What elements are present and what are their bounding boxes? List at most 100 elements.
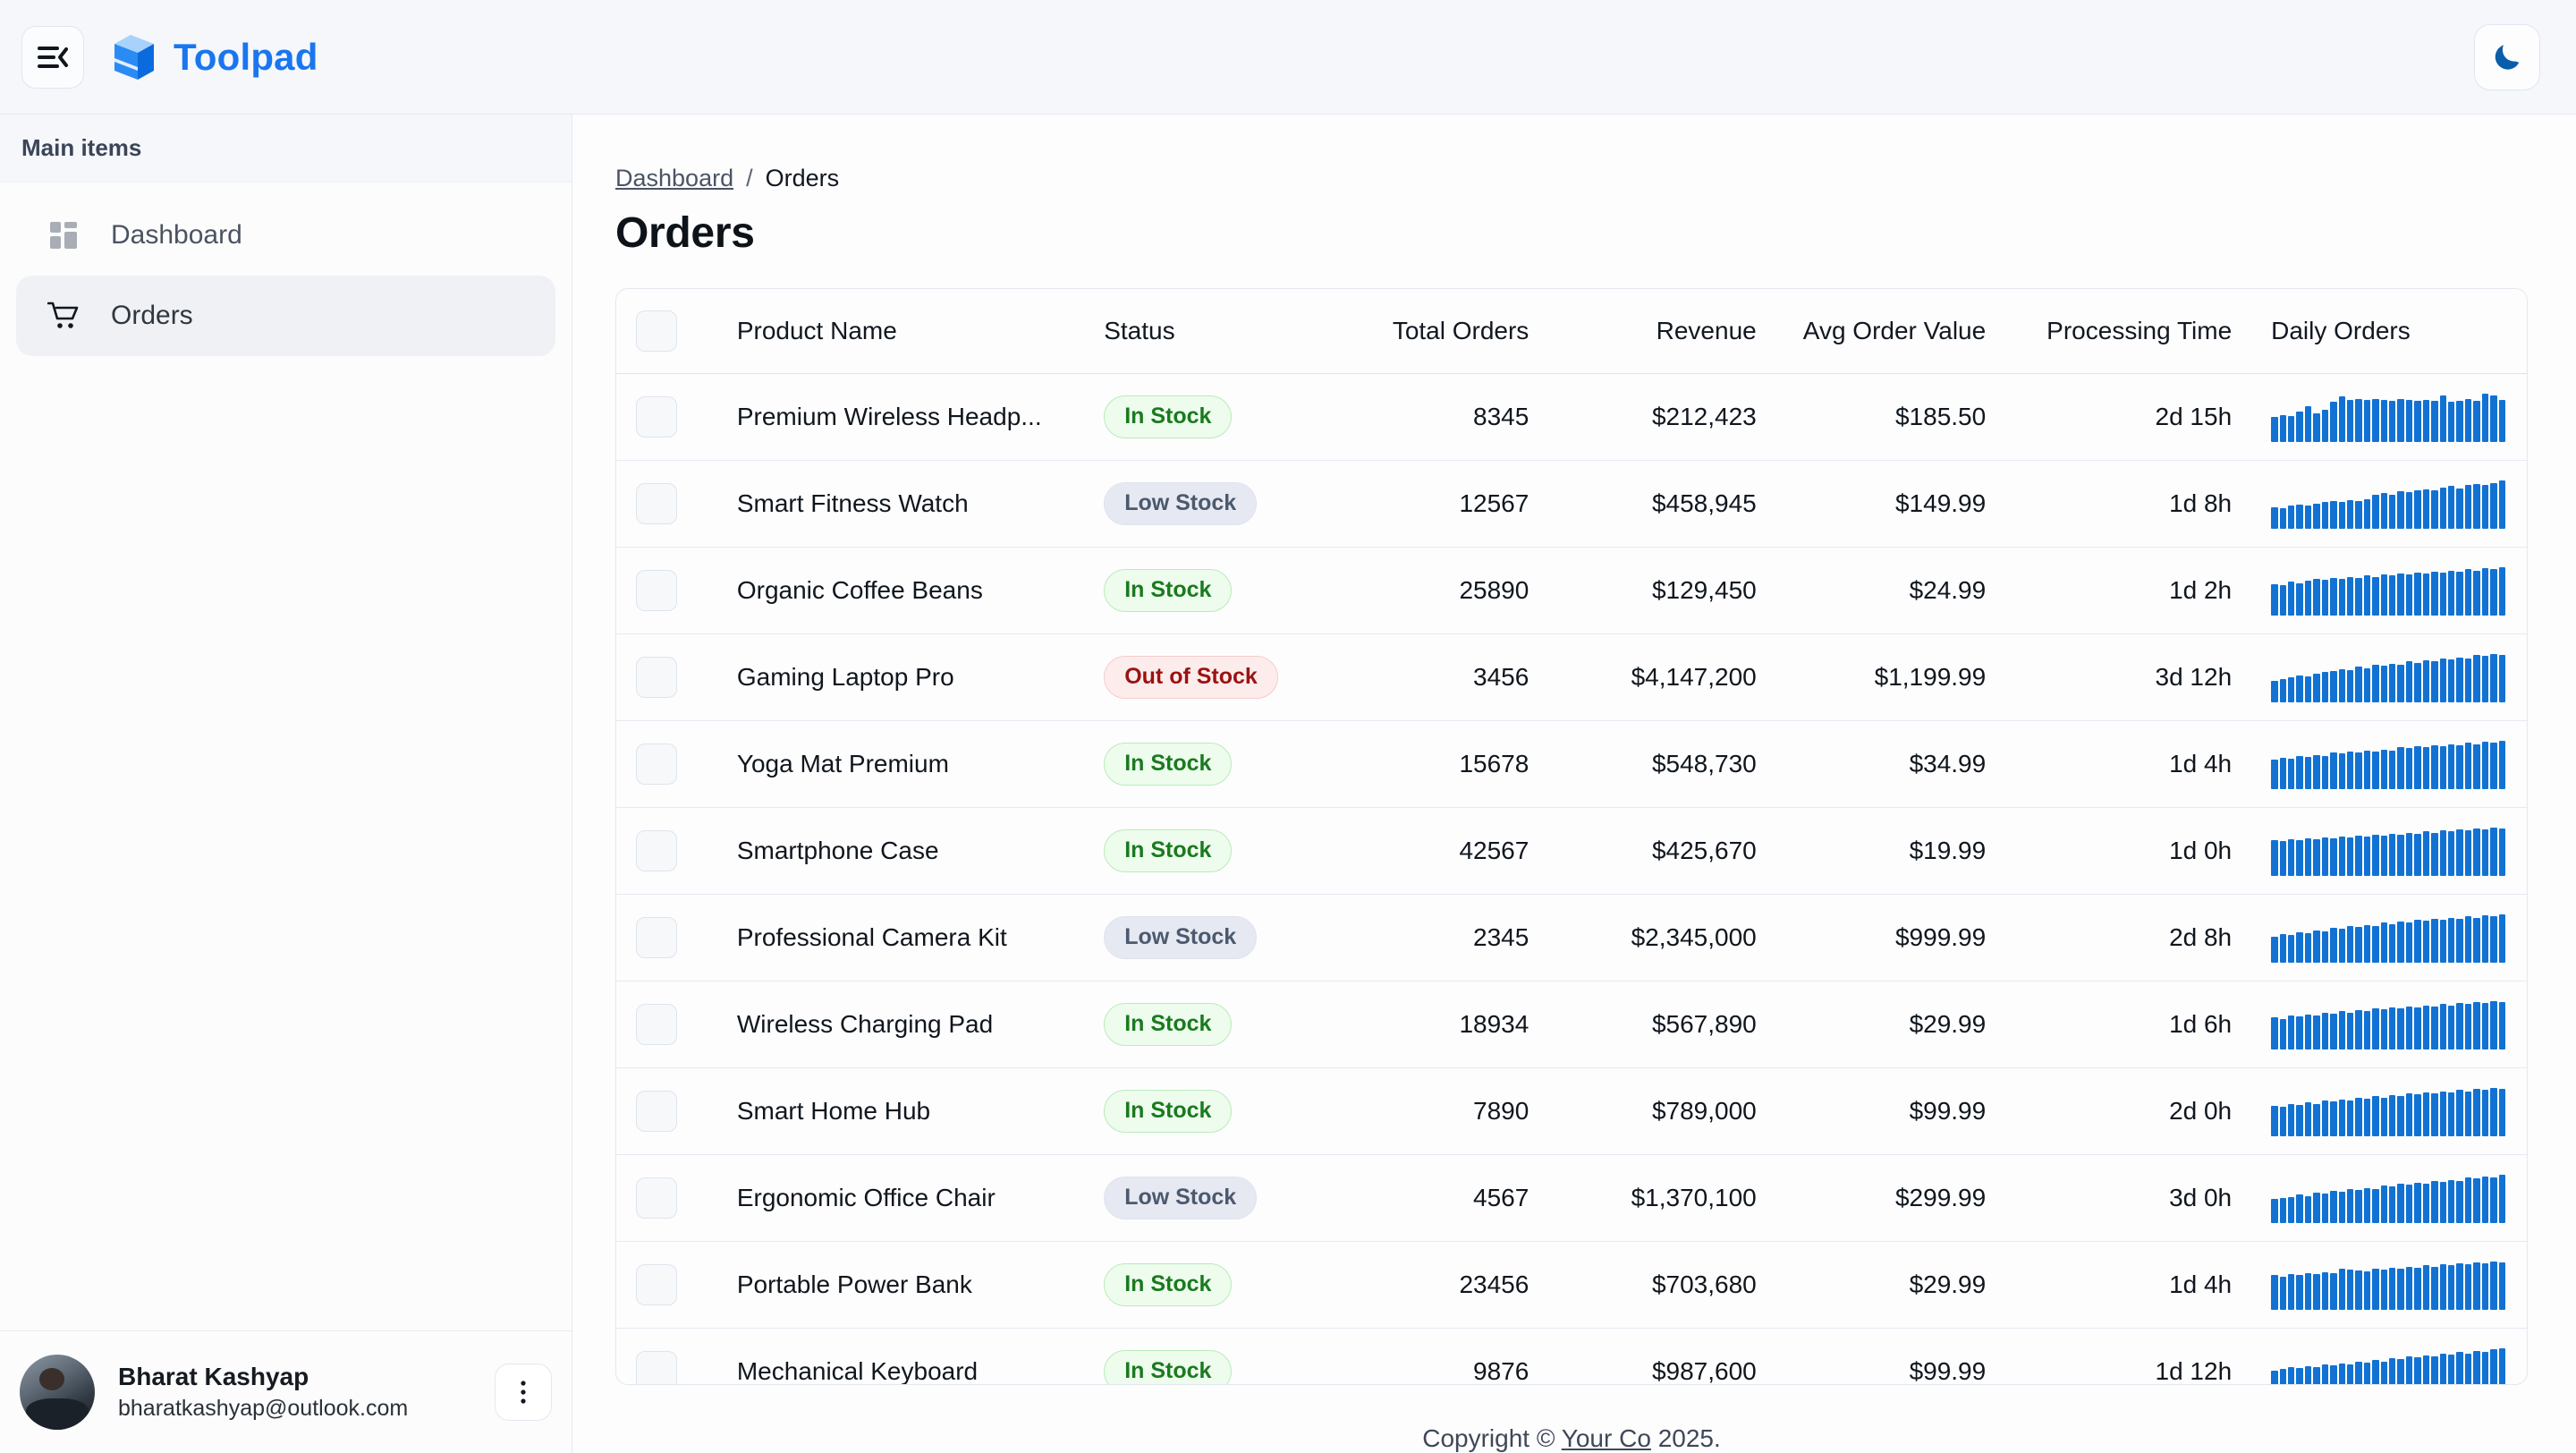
sparkline-bar bbox=[2456, 1263, 2463, 1310]
cell-total-orders: 15678 bbox=[1311, 720, 1549, 808]
sparkline-bar bbox=[2397, 835, 2404, 876]
sparkline-bar bbox=[2414, 490, 2421, 529]
sparkline-bar bbox=[2414, 1007, 2421, 1049]
table-row[interactable]: Smartphone Case In Stock 42567 $425,670 $19.… bbox=[616, 807, 2527, 895]
sparkline-bar bbox=[2304, 1196, 2312, 1223]
sparkline-bar bbox=[2271, 507, 2278, 529]
row-select-checkbox[interactable] bbox=[636, 396, 677, 438]
cell-avg-order-value: $99.99 bbox=[1909, 1357, 1987, 1385]
sparkline-bar bbox=[2372, 577, 2379, 616]
row-select-checkbox[interactable] bbox=[636, 830, 677, 871]
sparkline-bar bbox=[2296, 1194, 2303, 1223]
sparkline-bar bbox=[2372, 835, 2379, 876]
dark-mode-toggle-button[interactable] bbox=[2474, 23, 2540, 90]
cell-product: Gaming Laptop Pro bbox=[716, 633, 1085, 721]
account-name: Bharat Kashyap bbox=[118, 1362, 309, 1390]
sparkline-bar bbox=[2490, 654, 2497, 702]
row-select-checkbox[interactable] bbox=[636, 657, 677, 698]
row-select-checkbox[interactable] bbox=[636, 1091, 677, 1132]
cell-daily-orders bbox=[2251, 1241, 2527, 1329]
table-row[interactable]: Wireless Charging Pad In Stock 18934 $567,8… bbox=[616, 981, 2527, 1068]
cell-daily-orders bbox=[2251, 894, 2527, 981]
cell-total-orders: 18934 bbox=[1311, 981, 1549, 1068]
cell-product: Professional Camera Kit bbox=[716, 894, 1085, 981]
account-more-button[interactable] bbox=[495, 1364, 552, 1421]
select-all-checkbox[interactable] bbox=[636, 310, 677, 352]
column-header-processing-time[interactable]: Processing Time bbox=[2005, 289, 2252, 374]
row-select-checkbox[interactable] bbox=[636, 917, 677, 958]
table-row[interactable]: Ergonomic Office Chair Low Stock 4567 $1,37… bbox=[616, 1154, 2527, 1242]
sparkline-bar bbox=[2389, 1095, 2396, 1136]
row-select-checkbox[interactable] bbox=[636, 743, 677, 785]
sparkline-bar bbox=[2498, 1348, 2505, 1384]
row-select-checkbox[interactable] bbox=[636, 1004, 677, 1045]
sparkline-bar bbox=[2346, 1270, 2354, 1310]
breadcrumb-dashboard-link[interactable]: Dashboard bbox=[615, 165, 734, 191]
cell-avg-order-value: $149.99 bbox=[1775, 460, 2006, 548]
table-row[interactable]: Professional Camera Kit Low Stock 2345 $2,3… bbox=[616, 894, 2527, 981]
table-row[interactable]: Portable Power Bank In Stock 23456 $703,680… bbox=[616, 1241, 2527, 1329]
sparkline-bar bbox=[2473, 1002, 2480, 1049]
column-header-total-orders[interactable]: Total Orders bbox=[1311, 289, 1549, 374]
column-header-product-name[interactable]: Product Name bbox=[716, 289, 1085, 374]
sparkline-bar bbox=[2431, 1181, 2438, 1223]
table-row[interactable]: Smart Fitness Watch Low Stock 12567 $458,94… bbox=[616, 460, 2527, 548]
cell-processing-time: 2d 15h bbox=[2005, 373, 2252, 461]
sparkline-bar bbox=[2355, 1362, 2362, 1384]
sparkline-bar bbox=[2355, 501, 2362, 529]
footer-company-link[interactable]: Your Co bbox=[1561, 1424, 1651, 1452]
breadcrumb-separator: / bbox=[746, 165, 753, 191]
sidebar-item-dashboard[interactable]: Dashboard bbox=[16, 195, 555, 276]
sparkline-bar bbox=[2389, 495, 2396, 529]
sparkline-bar bbox=[2456, 919, 2463, 963]
sparkline-bar bbox=[2490, 743, 2497, 789]
sparkline-bar bbox=[2422, 660, 2430, 702]
sparkline-bar bbox=[2498, 1175, 2505, 1223]
table-row[interactable]: Gaming Laptop Pro Out of Stock 3456 $4,147,… bbox=[616, 633, 2527, 721]
sparkline-bar bbox=[2448, 1092, 2455, 1136]
menu-toggle-button[interactable] bbox=[21, 25, 84, 89]
cell-status: In Stock bbox=[1084, 1329, 1311, 1384]
cell-revenue: $548,730 bbox=[1548, 720, 1776, 808]
row-select-checkbox[interactable] bbox=[636, 1351, 677, 1384]
sparkline-bar bbox=[2422, 1092, 2430, 1136]
brand[interactable]: Toolpad bbox=[111, 31, 318, 83]
row-select-checkbox[interactable] bbox=[636, 570, 677, 611]
sparkline-bar bbox=[2414, 1268, 2421, 1310]
table-row[interactable]: Organic Coffee Beans In Stock 25890 $129,45… bbox=[616, 547, 2527, 634]
table-row[interactable]: Premium Wireless Headp... In Stock 8345 $21… bbox=[616, 373, 2527, 461]
daily-orders-sparkline bbox=[2271, 565, 2505, 616]
sparkline-bar bbox=[2473, 401, 2480, 442]
column-header-daily-orders[interactable]: Daily Orders bbox=[2251, 289, 2527, 374]
daily-orders-sparkline bbox=[2271, 1173, 2505, 1223]
sparkline-bar bbox=[2313, 1104, 2320, 1136]
sparkline-bar bbox=[2464, 1092, 2472, 1136]
sparkline-bar bbox=[2346, 1013, 2354, 1049]
sparkline-bar bbox=[2490, 1001, 2497, 1049]
sidebar-item-orders[interactable]: Orders bbox=[16, 276, 555, 356]
cell-daily-orders bbox=[2251, 373, 2527, 461]
sparkline-bar bbox=[2330, 752, 2337, 789]
row-select-checkbox[interactable] bbox=[636, 1177, 677, 1219]
cell-status: In Stock bbox=[1084, 981, 1312, 1068]
sparkline-bar bbox=[2397, 747, 2404, 789]
cell-status: In Stock bbox=[1084, 1067, 1312, 1155]
sparkline-bar bbox=[2380, 1270, 2388, 1310]
row-select-checkbox[interactable] bbox=[636, 483, 677, 524]
sparkline-bar bbox=[2296, 1368, 2303, 1384]
sparkline-bar bbox=[2321, 1364, 2329, 1384]
sparkline-bar bbox=[2498, 1089, 2505, 1136]
column-header-revenue[interactable]: Revenue bbox=[1548, 289, 1776, 374]
table-row[interactable]: Mechanical Keyboard In Stock 9876 $987,600 $… bbox=[616, 1329, 2527, 1385]
sparkline-bar bbox=[2313, 839, 2320, 876]
sparkline-bar bbox=[2304, 506, 2312, 529]
sparkline-bar bbox=[2271, 937, 2278, 963]
sparkline-bar bbox=[2422, 1184, 2430, 1223]
column-header-avg-order-value[interactable]: Avg Order Value bbox=[1775, 289, 2006, 374]
row-select-checkbox[interactable] bbox=[636, 1264, 677, 1305]
column-header-status[interactable]: Status bbox=[1084, 289, 1312, 374]
sparkline-bar bbox=[2271, 1275, 2278, 1310]
table-row[interactable]: Smart Home Hub In Stock 7890 $789,000 $99.99… bbox=[616, 1067, 2527, 1155]
table-row[interactable]: Yoga Mat Premium In Stock 15678 $548,730 $34… bbox=[616, 720, 2527, 808]
cell-total-orders: 25890 bbox=[1311, 547, 1549, 634]
